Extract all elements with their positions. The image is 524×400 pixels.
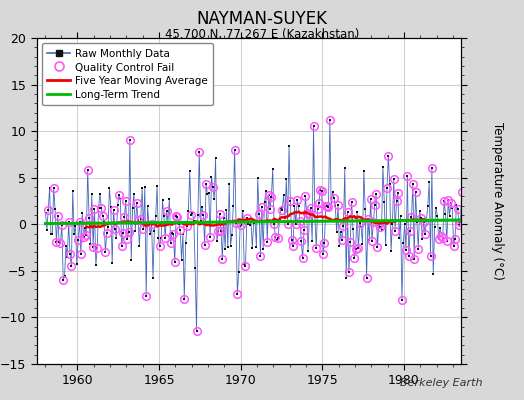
Y-axis label: Temperature Anomaly (°C): Temperature Anomaly (°C) [491, 122, 504, 280]
Text: 45.700 N, 77.267 E (Kazakhstan): 45.700 N, 77.267 E (Kazakhstan) [165, 28, 359, 41]
Legend: Raw Monthly Data, Quality Control Fail, Five Year Moving Average, Long-Term Tren: Raw Monthly Data, Quality Control Fail, … [42, 43, 213, 106]
Text: NAYMAN-SUYEK: NAYMAN-SUYEK [196, 10, 328, 28]
Text: Berkeley Earth: Berkeley Earth [400, 378, 482, 388]
